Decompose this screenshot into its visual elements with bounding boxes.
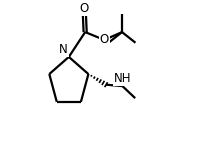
Text: NH: NH: [114, 72, 131, 85]
Text: O: O: [80, 2, 89, 15]
Text: N: N: [59, 43, 68, 56]
Text: O: O: [100, 33, 109, 46]
